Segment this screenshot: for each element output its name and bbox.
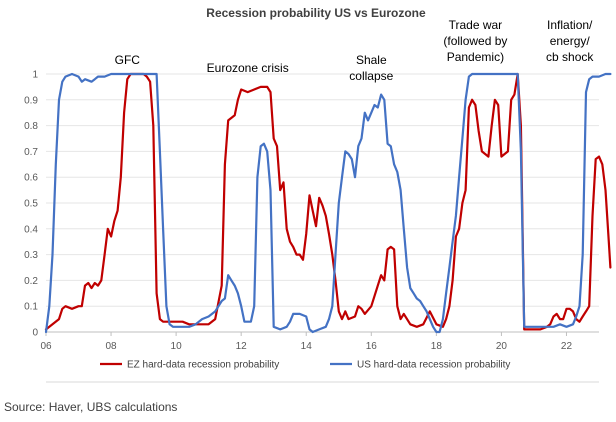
chart-title: Recession probability US vs Eurozone <box>206 6 426 20</box>
x-axis-ticks: 06 08 10 12 14 16 18 20 22 <box>40 332 572 352</box>
gridlines <box>46 73 599 307</box>
series-line-us <box>44 72 612 334</box>
y-tick-label: 0.8 <box>24 121 38 132</box>
y-axis-ticks: 0 0.1 0.2 0.3 0.4 0.5 0.6 0.7 0.8 0.9 1 <box>24 70 38 339</box>
y-tick-label: 0.7 <box>24 147 38 158</box>
annotation: Inflation/energy/cb shock <box>546 18 594 64</box>
y-tick-label: 0 <box>32 328 38 339</box>
x-tick-label: 08 <box>105 341 117 352</box>
source-note: Source: Haver, UBS calculations <box>4 400 177 414</box>
y-tick-label: 0.9 <box>24 95 38 106</box>
x-tick-label: 18 <box>431 341 443 352</box>
x-tick-label: 12 <box>236 341 248 352</box>
y-tick-label: 1 <box>32 70 38 81</box>
x-tick-label: 16 <box>366 341 378 352</box>
y-tick-label: 0.2 <box>24 276 38 287</box>
annotation-line: Eurozone crisis <box>207 61 289 75</box>
legend: EZ hard-data recession probability US har… <box>100 360 510 371</box>
x-tick-label: 06 <box>40 341 52 352</box>
annotation: Trade war (followed by Pandemic) <box>443 18 507 64</box>
annotation-line: cb shock <box>546 50 594 64</box>
x-tick-label: 10 <box>171 341 183 352</box>
legend-label: EZ hard-data recession probability <box>127 360 279 371</box>
y-tick-label: 0.4 <box>24 224 38 235</box>
annotation-line: Inflation/ <box>547 18 593 32</box>
y-tick-label: 0.3 <box>24 250 38 261</box>
annotation-line: collapse <box>349 69 393 83</box>
y-tick-label: 0.5 <box>24 199 38 210</box>
annotation: GFC <box>115 53 141 67</box>
annotation-line: Pandemic) <box>447 50 504 64</box>
y-tick-label: 0.6 <box>24 173 38 184</box>
annotation: Shale collapse <box>349 53 393 83</box>
annotation-line: GFC <box>115 53 141 67</box>
legend-label: US hard-data recession probability <box>357 360 510 371</box>
annotation-line: Trade war <box>449 18 503 32</box>
annotation-line: Shale <box>356 53 387 67</box>
x-tick-label: 20 <box>496 341 508 352</box>
x-tick-label: 22 <box>561 341 573 352</box>
annotation: Eurozone crisis <box>207 61 289 75</box>
annotations: GFC Eurozone crisis Shale collapse Trade war… <box>115 18 595 83</box>
annotation-line: energy/ <box>550 34 591 48</box>
series-lines <box>44 72 612 334</box>
y-tick-label: 0.1 <box>24 302 38 313</box>
x-tick-label: 14 <box>301 341 313 352</box>
annotation-line: (followed by <box>443 34 507 48</box>
series-line-ez <box>44 72 612 331</box>
